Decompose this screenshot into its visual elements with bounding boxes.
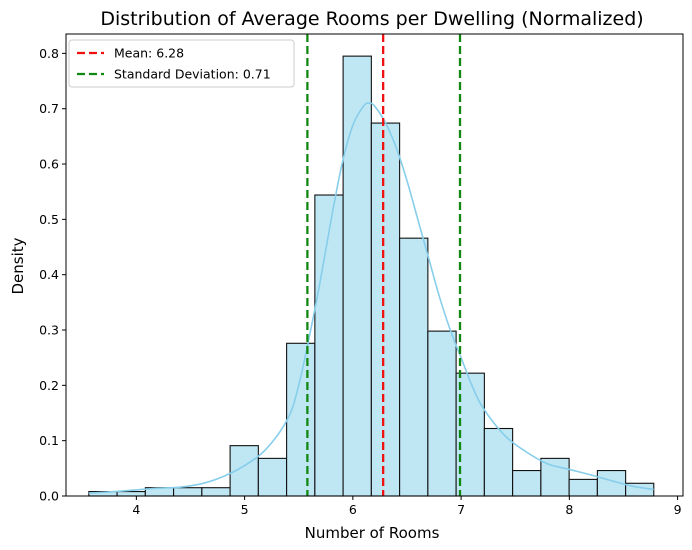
y-tick-label: 0.8 — [39, 46, 59, 61]
histogram-bar — [512, 469, 542, 497]
chart-title: Distribution of Average Rooms per Dwelli… — [100, 8, 643, 30]
histogram-bar — [370, 122, 401, 497]
y-axis-label: Density — [9, 237, 27, 294]
x-tick-label: 8 — [565, 502, 573, 517]
histogram-bar — [540, 457, 570, 497]
histogram-bar — [483, 427, 514, 497]
plot-frame — [65, 33, 684, 497]
y-tick-label: 0.1 — [39, 433, 59, 448]
histogram-bar — [201, 487, 231, 497]
y-tick-label: 0.3 — [39, 323, 59, 338]
y-tick-label: 0.4 — [39, 267, 59, 282]
x-tick-label: 5 — [241, 502, 249, 517]
histogram-bar — [314, 194, 344, 497]
histogram-bar — [427, 330, 457, 497]
histogram-bar — [286, 342, 316, 497]
histogram-bar — [173, 487, 203, 497]
y-tick-label: 0.0 — [39, 489, 59, 504]
y-tick-label: 0.2 — [39, 378, 59, 393]
x-tick-label: 6 — [349, 502, 357, 517]
histogram-bar — [568, 478, 598, 497]
x-tick-label: 7 — [457, 502, 465, 517]
x-tick-label: 4 — [132, 502, 140, 517]
histogram-bar — [342, 55, 372, 497]
legend: Mean: 6.28 Standard Deviation: 0.71 — [68, 39, 295, 88]
x-tick-label: 9 — [674, 502, 682, 517]
y-tick-label: 0.7 — [39, 101, 59, 116]
legend-box — [68, 39, 295, 88]
histogram-bar — [257, 457, 288, 497]
legend-label: Standard Deviation: 0.71 — [114, 67, 271, 82]
x-axis-label: Number of Rooms — [305, 524, 440, 542]
histogram-bar — [116, 491, 146, 497]
legend-label: Mean: 6.28 — [114, 46, 184, 61]
plot-area: 4 5 6 7 8 9 0.0 0.1 0.2 0.3 0.4 0.5 0.6 0.7 0.8 — [39, 33, 684, 517]
y-tick-label: 0.6 — [39, 157, 59, 172]
y-tick-label: 0.5 — [39, 212, 59, 227]
kde-curve — [88, 102, 654, 495]
histogram-bar — [399, 237, 429, 497]
